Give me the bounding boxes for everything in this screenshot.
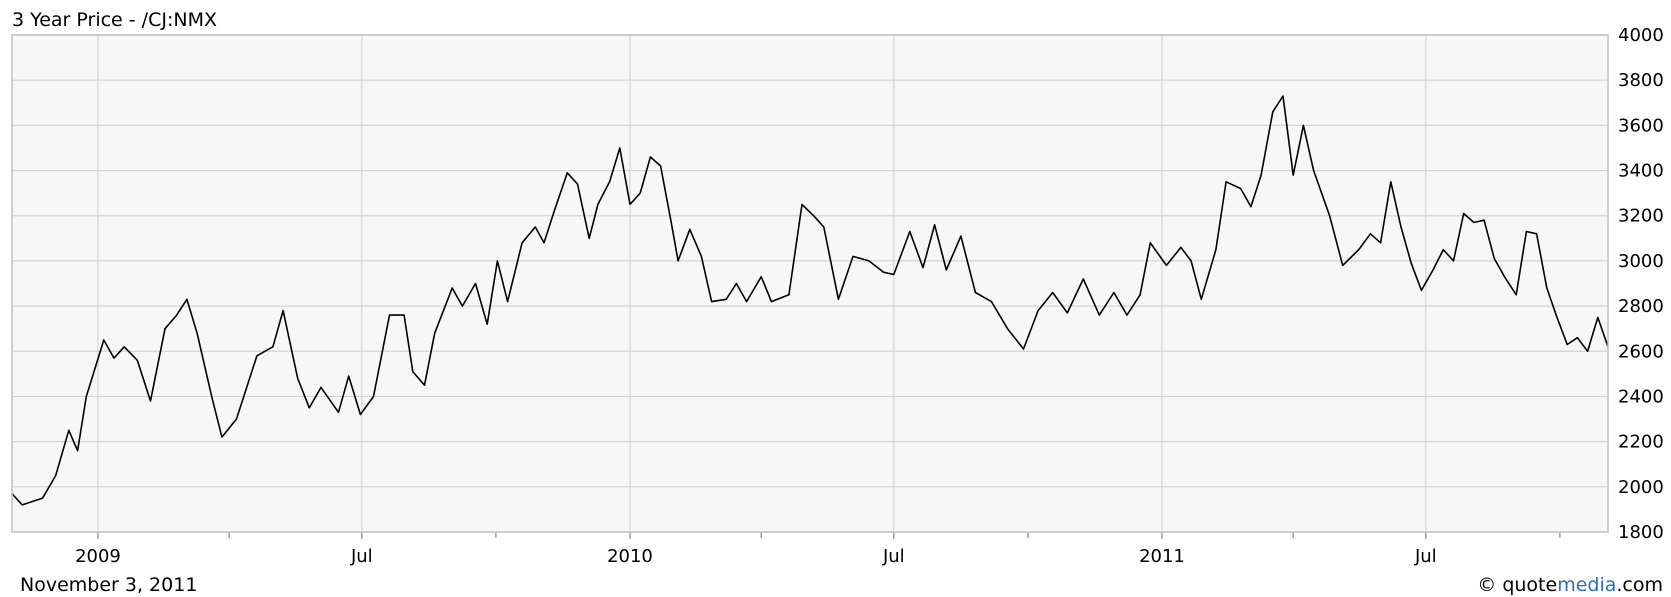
y-tick-label: 3600 bbox=[1618, 115, 1664, 136]
y-tick-label: 3200 bbox=[1618, 206, 1664, 227]
credit-highlight: media bbox=[1557, 574, 1617, 596]
y-tick-label: 3400 bbox=[1618, 161, 1664, 182]
y-tick-label: 2400 bbox=[1618, 386, 1664, 407]
x-tick-label: Jul bbox=[350, 546, 373, 567]
x-tick-label: Jul bbox=[882, 546, 905, 567]
credit-prefix: © quote bbox=[1477, 574, 1558, 596]
chart-date: November 3, 2011 bbox=[20, 574, 198, 596]
plot-area bbox=[11, 34, 1609, 533]
y-tick-label: 4000 bbox=[1618, 25, 1664, 46]
x-tick-label: Jul bbox=[1414, 546, 1437, 567]
y-tick-label: 2600 bbox=[1618, 341, 1664, 362]
y-tick-label: 3800 bbox=[1618, 70, 1664, 91]
quotemedia-credit[interactable]: © quotemedia.com bbox=[1477, 574, 1663, 596]
x-axis: 2009 Jul 2010 Jul 2011 Jul bbox=[75, 532, 1561, 567]
y-tick-label: 2200 bbox=[1618, 432, 1664, 453]
y-tick-label: 3000 bbox=[1618, 251, 1664, 272]
chart-title: 3 Year Price - /CJ:NMX bbox=[12, 9, 217, 31]
x-tick-label: 2010 bbox=[607, 546, 653, 567]
plot-border bbox=[11, 34, 1609, 533]
y-tick-label: 2800 bbox=[1618, 296, 1664, 317]
y-tick-label: 2000 bbox=[1618, 477, 1664, 498]
credit-suffix: .com bbox=[1616, 574, 1663, 596]
y-tick-label: 1800 bbox=[1618, 522, 1664, 543]
x-tick-label: 2011 bbox=[1139, 546, 1185, 567]
price-series-line bbox=[11, 95, 1609, 506]
y-axis: 1800 2000 2200 2400 2600 2800 3000 3200 3400 3600… bbox=[1618, 25, 1664, 543]
x-tick-label: 2009 bbox=[75, 546, 121, 567]
